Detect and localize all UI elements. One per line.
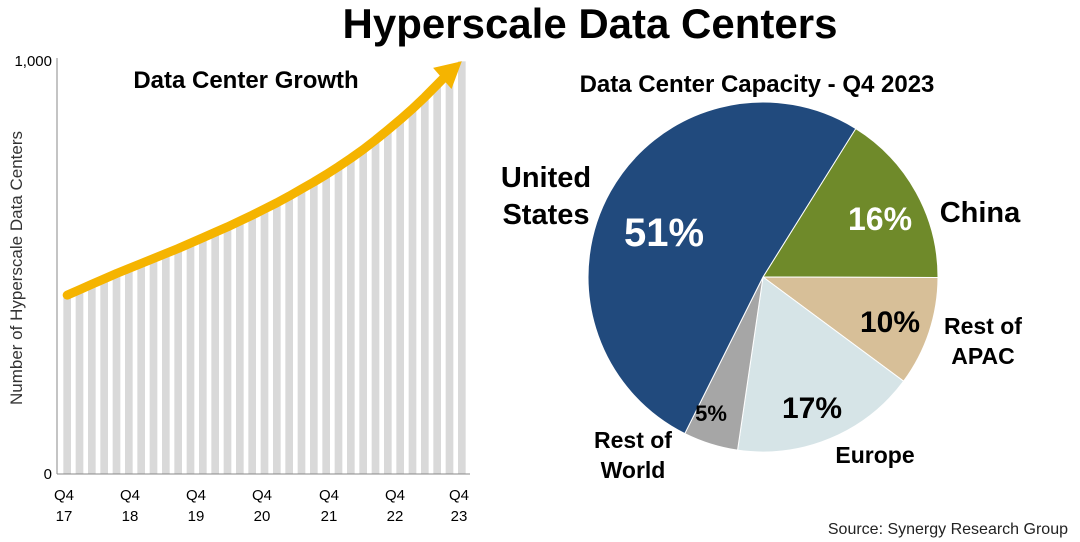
x-tick-label-year: 19 bbox=[188, 508, 205, 525]
main-title: Hyperscale Data Centers bbox=[343, 0, 838, 47]
united-states-pct-label: 51% bbox=[624, 211, 704, 255]
growth-bar bbox=[322, 174, 330, 475]
growth-trend-arrowhead bbox=[433, 61, 462, 89]
pie-percent-labels: 16% 10% 17% 5% 51% bbox=[624, 201, 920, 426]
source-note: Source: Synergy Research Group bbox=[828, 521, 1068, 538]
growth-bar bbox=[149, 258, 158, 474]
x-tick-label-quarter: Q4 bbox=[319, 487, 339, 504]
pie-slice-china bbox=[762, 127, 939, 279]
x-tick-label-year: 20 bbox=[254, 508, 271, 525]
capacity-pie-chart: Data Center Capacity - Q4 2023 16% 10% 1… bbox=[501, 71, 1022, 483]
growth-trend bbox=[62, 61, 462, 300]
growth-bar bbox=[310, 181, 318, 474]
growth-bar bbox=[186, 243, 195, 474]
growth-bar bbox=[174, 248, 182, 474]
x-tick-label-quarter: Q4 bbox=[449, 487, 469, 504]
united-states-label-line2: States bbox=[502, 199, 589, 231]
growth-bar bbox=[347, 158, 355, 474]
growth-bar bbox=[63, 295, 71, 474]
x-tick-label-quarter: Q4 bbox=[186, 487, 206, 504]
growth-bar bbox=[384, 129, 392, 474]
growth-trend-line bbox=[62, 67, 454, 300]
y-tick-max: 1,000 bbox=[14, 53, 52, 70]
china-label: China bbox=[940, 197, 1021, 229]
pie-slice-europe bbox=[736, 276, 905, 453]
rest-world-label-line2: World bbox=[601, 457, 666, 483]
growth-bar bbox=[297, 189, 306, 475]
growth-chart: Number of Hyperscale Data Centers 1,000 … bbox=[7, 53, 470, 525]
x-tick-label-year: 23 bbox=[451, 508, 468, 525]
growth-bar bbox=[162, 253, 170, 474]
rest-apac-pct-label: 10% bbox=[860, 306, 920, 339]
growth-bar bbox=[137, 263, 145, 474]
europe-label: Europe bbox=[835, 442, 914, 468]
growth-bar bbox=[248, 215, 256, 474]
rest-world-pct-label: 5% bbox=[695, 401, 727, 426]
x-tick-label-year: 22 bbox=[387, 508, 404, 525]
x-tick-label-quarter: Q4 bbox=[120, 487, 140, 504]
growth-bar bbox=[273, 202, 281, 474]
growth-bar bbox=[199, 237, 207, 474]
pie-slice-rest-of-apac bbox=[761, 276, 939, 382]
europe-pct-label: 17% bbox=[782, 392, 842, 425]
rest-apac-label-line1: Rest of bbox=[944, 313, 1022, 339]
growth-bar bbox=[458, 61, 466, 474]
growth-bar bbox=[88, 284, 96, 474]
united-states-label-line1: United bbox=[501, 162, 591, 194]
growth-bar bbox=[396, 119, 404, 474]
x-tick-label-year: 18 bbox=[122, 508, 139, 525]
growth-bar bbox=[211, 232, 219, 474]
growth-bar bbox=[334, 166, 343, 474]
rest-apac-label-line2: APAC bbox=[951, 343, 1014, 369]
x-tick-label-year: 21 bbox=[321, 508, 338, 525]
growth-bar bbox=[75, 289, 84, 474]
growth-bar bbox=[371, 139, 380, 474]
growth-bar bbox=[445, 72, 454, 474]
growth-bar bbox=[112, 273, 121, 474]
x-tick-label-year: 17 bbox=[56, 508, 73, 525]
x-tick-labels: Q4 17 Q4 18 Q4 19 Q4 20 Q4 21 Q4 22 Q4 23 bbox=[54, 487, 469, 525]
growth-bar bbox=[223, 226, 232, 474]
growth-bar bbox=[408, 108, 417, 474]
pie-chart-title: Data Center Capacity - Q4 2023 bbox=[580, 71, 935, 98]
growth-bar bbox=[285, 196, 293, 475]
pie-slice-united-states bbox=[587, 101, 857, 435]
growth-bar bbox=[236, 221, 244, 474]
growth-bar bbox=[421, 97, 429, 474]
growth-bar bbox=[359, 149, 367, 474]
x-tick-label-quarter: Q4 bbox=[385, 487, 405, 504]
x-tick-label-quarter: Q4 bbox=[252, 487, 272, 504]
growth-bar bbox=[100, 278, 108, 474]
growth-bar bbox=[260, 209, 269, 474]
pie-category-labels: United States China Rest of APAC Europe … bbox=[501, 162, 1022, 483]
y-tick-zero: 0 bbox=[44, 466, 52, 483]
y-axis-label: Number of Hyperscale Data Centers bbox=[7, 131, 26, 405]
rest-world-label-line1: Rest of bbox=[594, 427, 672, 453]
growth-bars bbox=[63, 61, 466, 475]
growth-chart-title: Data Center Growth bbox=[133, 67, 358, 94]
x-tick-label-quarter: Q4 bbox=[54, 487, 74, 504]
growth-bar bbox=[433, 84, 441, 475]
pie-slices bbox=[587, 101, 939, 453]
growth-bar bbox=[125, 268, 133, 474]
china-pct-label: 16% bbox=[848, 201, 912, 237]
